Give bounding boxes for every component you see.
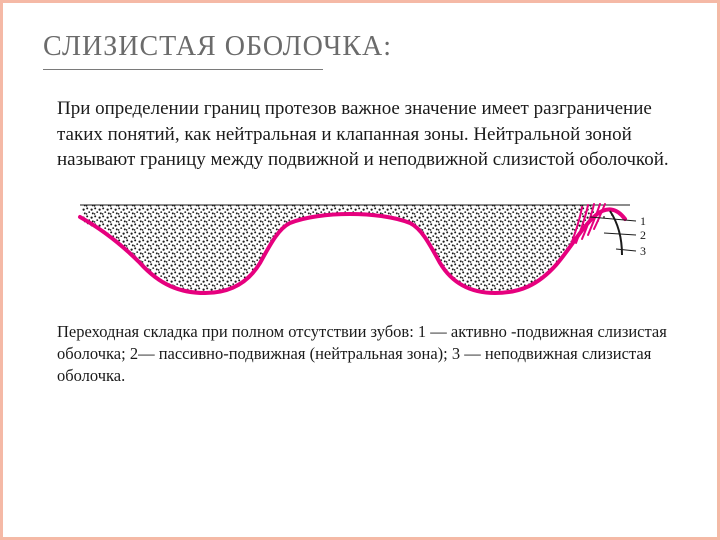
label-3: 3	[640, 244, 646, 258]
page-title: СЛИЗИСТАЯ ОБОЛОЧКА:	[43, 31, 677, 63]
label-1: 1	[640, 214, 646, 228]
mucosa-diagram: 1 2 3	[70, 191, 650, 299]
title-underline	[43, 69, 323, 70]
slide-frame: СЛИЗИСТАЯ ОБОЛОЧКА: При определении гран…	[0, 0, 720, 540]
diagram-caption: Переходная складка при полном отсутствии…	[43, 321, 677, 388]
diagram-svg: 1 2 3	[70, 191, 650, 299]
body-paragraph: При определении границ протезов важное з…	[43, 96, 677, 173]
label-2: 2	[640, 228, 646, 242]
